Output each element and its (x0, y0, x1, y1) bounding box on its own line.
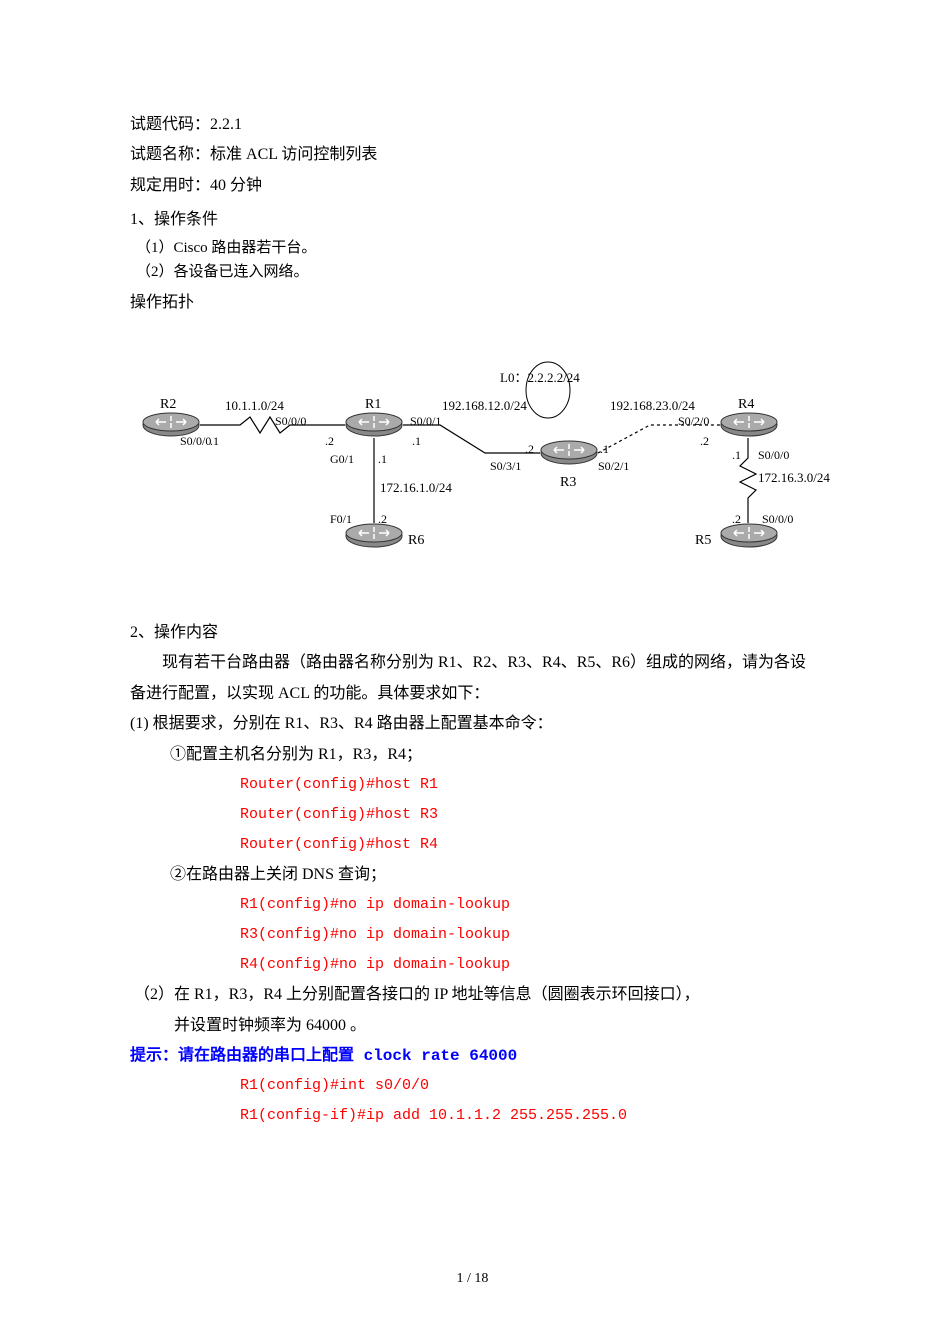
section2-heading: 2、操作内容 (130, 618, 815, 648)
code-dns-r3: R3(config)#no ip domain-lookup (240, 920, 815, 950)
q1-2: ②在路由器上关闭 DNS 查询； (170, 860, 815, 890)
router-r3-label: R3 (560, 470, 576, 497)
dot-r4-2a: .2 (700, 430, 709, 453)
code-int-s000: R1(config)#int s0/0/0 (240, 1071, 815, 1101)
page: 试题代码：2.2.1 试题名称：标准 ACL 访问控制列表 规定用时：40 分钟… (0, 0, 945, 1337)
iface-r5-s000: S0/0/0 (762, 508, 793, 531)
page-number: 1 / 18 (457, 1271, 489, 1286)
exam-name-value: 标准 ACL 访问控制列表 (210, 146, 377, 163)
exam-code-label: 试题代码： (130, 116, 210, 133)
label-net-r4r5: 172.16.3.0/24 (758, 466, 830, 491)
exam-time-value: 40 分钟 (210, 177, 262, 194)
dot-r2-1: .1 (210, 430, 219, 453)
iface-r4-s000: S0/0/0 (758, 444, 789, 467)
q1: (1) 根据要求，分别在 R1、R3、R4 路由器上配置基本命令： (130, 709, 815, 739)
code-host-r3: Router(config)#host R3 (240, 800, 815, 830)
topology-diagram: R2 R1 R3 R4 R6 R5 L0：2.2.2.2/24 10.1.1.0… (130, 348, 815, 578)
section1-heading: 1、操作条件 (130, 205, 815, 235)
dot-r4-1: .1 (732, 444, 741, 467)
dot-r5-2: .2 (732, 508, 741, 531)
code-host-r1: Router(config)#host R1 (240, 770, 815, 800)
dot-r1-1b: .1 (412, 430, 421, 453)
iface-r3-s031: S0/3/1 (490, 455, 521, 478)
router-r2-label: R2 (160, 392, 176, 419)
hint: 提示：请在路由器的串口上配置 clock rate 64000 (130, 1041, 815, 1071)
topology-heading: 操作拓扑 (130, 288, 815, 318)
q1-1: ①配置主机名分别为 R1，R3，R4； (170, 740, 815, 770)
exam-code-value: 2.2.1 (210, 116, 242, 133)
code-dns-r1: R1(config)#no ip domain-lookup (240, 890, 815, 920)
code-host-r4: Router(config)#host R4 (240, 830, 815, 860)
dot-r3-1: .1 (600, 438, 609, 461)
label-loopback: L0：2.2.2.2/24 (500, 366, 580, 391)
code-ip-add: R1(config-if)#ip add 10.1.1.2 255.255.25… (240, 1101, 815, 1131)
iface-r2-s000: S0/0/0 (180, 430, 211, 453)
page-footer: 1 / 18 (0, 1271, 945, 1287)
router-r1-label: R1 (365, 392, 381, 419)
router-r3-icon (540, 440, 598, 466)
q2b: 并设置时钟频率为 64000 。 (174, 1011, 815, 1041)
router-r6-label: R6 (408, 528, 424, 555)
iface-r6-f01: F0/1 (330, 508, 352, 531)
exam-time-label: 规定用时： (130, 177, 210, 194)
exam-name-line: 试题名称：标准 ACL 访问控制列表 (130, 140, 815, 170)
dot-r3-2a: .2 (525, 438, 534, 461)
label-net-r1r3: 192.168.12.0/24 (442, 394, 527, 419)
topology-lines (130, 348, 815, 578)
dot-r6-2: .2 (378, 508, 387, 531)
router-r6-icon (345, 523, 403, 549)
iface-r1-s000: S0/0/0 (275, 410, 306, 433)
router-r5-label: R5 (695, 528, 711, 555)
label-net-r1r6: 172.16.1.0/24 (380, 476, 452, 501)
exam-code-line: 试题代码：2.2.1 (130, 110, 815, 140)
exam-time-line: 规定用时：40 分钟 (130, 171, 815, 201)
q2a: （2）在 R1，R3，R4 上分别配置各接口的 IP 地址等信息（圆圈表示环回接… (134, 980, 815, 1010)
dot-r1-1c: .1 (378, 448, 387, 471)
code-dns-r4: R4(config)#no ip domain-lookup (240, 950, 815, 980)
router-r4-label: R4 (738, 392, 754, 419)
exam-name-label: 试题名称： (130, 146, 210, 163)
section1-item2: （2）各设备已连入网络。 (136, 260, 815, 284)
iface-r1-g01: G0/1 (330, 448, 354, 471)
section2-intro: 现有若干台路由器（路由器名称分别为 R1、R2、R3、R4、R5、R6）组成的网… (130, 648, 815, 709)
section1-item1: （1）Cisco 路由器若干台。 (136, 236, 815, 260)
